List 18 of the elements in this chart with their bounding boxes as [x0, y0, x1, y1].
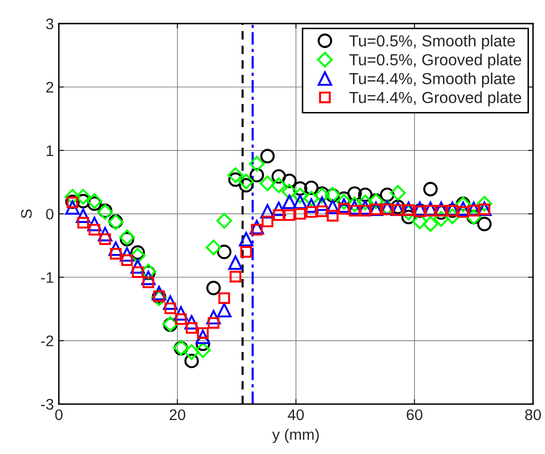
- x-tick-label: 0: [55, 409, 63, 420]
- x-axis-title: y (mm): [272, 428, 319, 443]
- y-tick-label: 1: [46, 145, 54, 156]
- legend-label: Tu=4.4%, Grooved plate: [349, 91, 522, 106]
- y-tick-label: -2: [41, 336, 54, 346]
- y-tick-label: 2: [46, 82, 54, 93]
- x-tick-label: 20: [170, 409, 186, 420]
- legend-label: Tu=4.4%, Smooth plate: [349, 72, 515, 88]
- legend-label: Tu=0.5%, Grooved plate: [349, 54, 522, 69]
- y-tick-label: -3: [41, 398, 54, 410]
- y-tick-label: -1: [41, 272, 54, 283]
- legend-label: Tu=0.5%, Smooth plate: [349, 34, 515, 50]
- y-tick-label: 3: [46, 18, 54, 30]
- y-axis-title: S: [21, 209, 32, 218]
- x-tick-label: 60: [406, 409, 422, 420]
- y-tick-label: 0: [46, 208, 54, 220]
- x-tick-label: 80: [525, 409, 541, 420]
- x-tick-label: 40: [288, 409, 304, 420]
